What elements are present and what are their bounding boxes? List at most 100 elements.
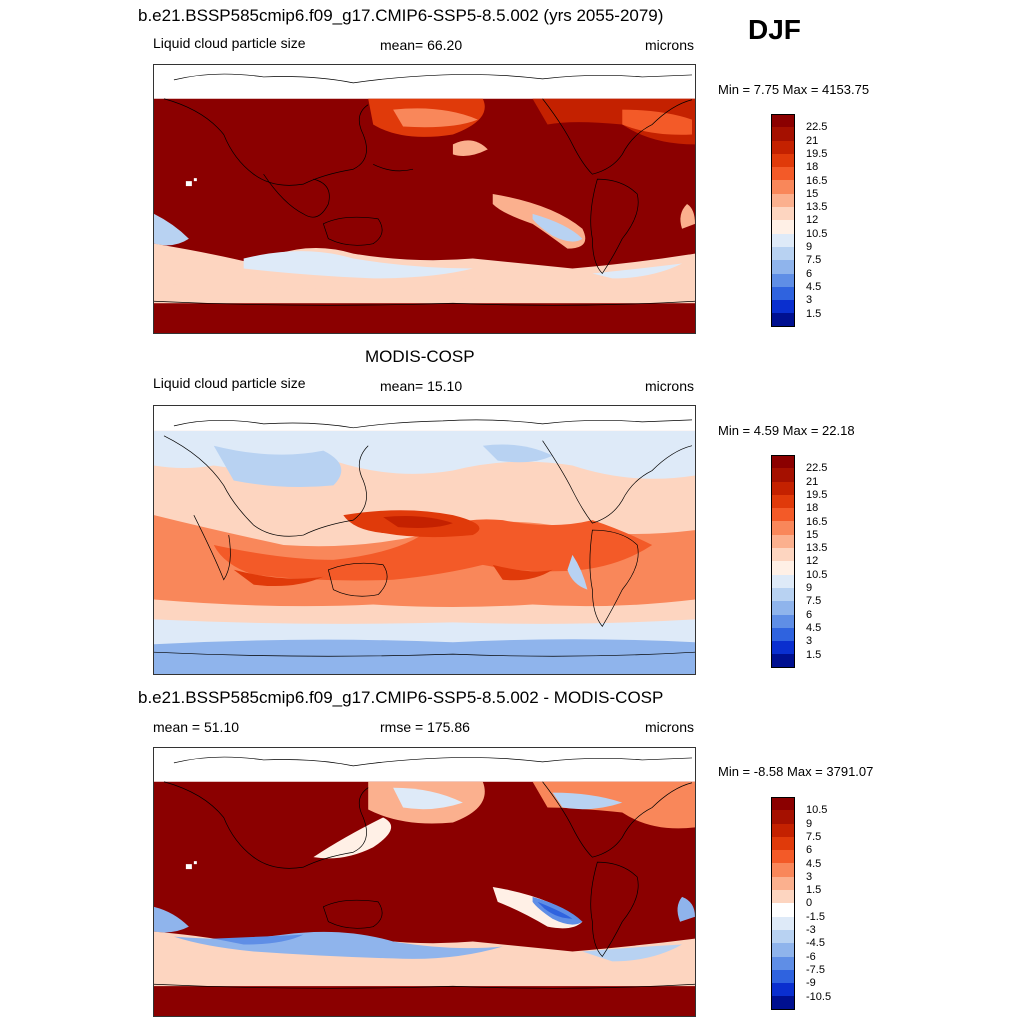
colorbar-tick-label: 3: [806, 870, 813, 883]
colorbar-tick-label: 3: [806, 294, 813, 307]
colorbar-tick-label: -9: [806, 977, 816, 990]
middle-mean-label: mean= 15.10: [380, 378, 463, 394]
colorbar-tick-label: 12: [806, 555, 819, 568]
colorbar-tick-label: 7.5: [806, 830, 822, 843]
colorbar-swatch: [771, 481, 795, 495]
colorbar-swatch: [771, 983, 795, 997]
colorbar-tick-label: 21: [806, 134, 819, 147]
colorbar-tick-label: 13.5: [806, 542, 828, 555]
colorbar-tick-label: 18: [806, 502, 819, 515]
colorbar-swatch: [771, 193, 795, 208]
bottom-units-label: microns: [645, 719, 695, 735]
colorbar-swatch: [771, 943, 795, 957]
colorbar-swatch: [771, 614, 795, 628]
colorbar-swatch: [771, 140, 795, 154]
middle-left-label: Liquid cloud particle size: [153, 375, 306, 391]
top-units-label: microns: [645, 37, 695, 53]
colorbar-swatch: [771, 969, 795, 984]
colorbar-tick-label: 1.5: [806, 884, 822, 897]
top-minmax-label: Min = 7.75 Max = 4153.75: [718, 82, 870, 97]
colorbar-swatch: [771, 300, 795, 314]
colorbar-tick-label: 3: [806, 635, 813, 648]
colorbar-tick-label: 19.5: [806, 147, 828, 160]
colorbar-tick-label: -1.5: [806, 910, 825, 923]
colorbar-tick-label: -3: [806, 924, 816, 936]
colorbar-swatch: [771, 587, 795, 602]
colorbar-swatch: [771, 574, 795, 588]
colorbar-tick-label: 18: [806, 161, 819, 174]
colorbar-swatch: [771, 220, 795, 234]
top-panel-title: b.e21.BSSP585cmip6.f09_g17.CMIP6-SSP5-8.…: [138, 6, 664, 25]
colorbar-swatch: [771, 246, 795, 261]
colorbar-swatch: [771, 890, 795, 904]
colorbar-swatch: [771, 863, 795, 877]
colorbar-swatch: [771, 127, 795, 141]
colorbar-tick-label: 0: [806, 897, 813, 910]
colorbar-tick-label: -4.5: [806, 937, 825, 950]
middle-map: [154, 406, 695, 674]
top-colorbar: [771, 114, 795, 327]
top-mean-label: mean= 66.20: [380, 37, 463, 53]
colorbar-swatch: [771, 561, 795, 575]
colorbar-swatch: [771, 508, 795, 522]
middle-panel-title: MODIS-COSP: [365, 347, 475, 366]
colorbar-swatch: [771, 850, 795, 864]
colorbar-swatch: [771, 207, 795, 221]
colorbar-swatch: [771, 167, 795, 181]
middle-map-panel: [153, 405, 696, 675]
colorbar-tick-label: 4.5: [806, 857, 822, 870]
colorbar-tick-label: -10.5: [806, 990, 832, 1003]
colorbar-tick-label: 9: [806, 241, 813, 253]
colorbar-tick-label: 6: [806, 608, 813, 621]
colorbar-swatch: [771, 153, 795, 168]
colorbar-tick-label: 16.5: [806, 174, 828, 187]
top-map: [154, 65, 695, 333]
colorbar-swatch: [771, 601, 795, 615]
colorbar-tick-label: 1.5: [806, 648, 822, 661]
colorbar-tick-label: 6: [806, 844, 813, 857]
colorbar-swatch: [771, 810, 795, 824]
colorbar-tick-label: -7.5: [806, 963, 825, 976]
colorbar-swatch: [771, 534, 795, 549]
colorbar-tick-label: 9: [806, 582, 813, 594]
colorbar-tick-label: 6: [806, 267, 813, 280]
top-left-label: Liquid cloud particle size: [153, 35, 306, 51]
bottom-colorbar: [771, 797, 795, 1010]
colorbar-swatch: [771, 273, 795, 287]
colorbar-swatch: [771, 313, 795, 327]
colorbar-tick-label: 13.5: [806, 201, 828, 214]
colorbar-swatch: [771, 996, 795, 1010]
colorbar-swatch: [771, 233, 795, 247]
colorbar-tick-label: 22.5: [806, 121, 828, 134]
bottom-map-panel: [153, 747, 696, 1017]
colorbar-swatch: [771, 286, 795, 301]
colorbar-swatch: [771, 455, 795, 469]
colorbar-swatch: [771, 548, 795, 562]
colorbar-tick-label: 19.5: [806, 488, 828, 501]
colorbar-tick-label: 7.5: [806, 595, 822, 608]
colorbar-swatch: [771, 494, 795, 509]
colorbar-tick-label: 4.5: [806, 621, 822, 634]
colorbar-tick-label: 22.5: [806, 462, 828, 475]
colorbar-swatch: [771, 823, 795, 837]
bottom-rmse-label: rmse = 175.86: [380, 719, 470, 735]
colorbar-swatch: [771, 836, 795, 851]
colorbar-swatch: [771, 929, 795, 944]
colorbar-swatch: [771, 876, 795, 891]
middle-units-label: microns: [645, 378, 695, 394]
bottom-mean-label: mean = 51.10: [153, 719, 240, 735]
colorbar-swatch: [771, 916, 795, 930]
colorbar-tick-label: 10.5: [806, 227, 828, 240]
colorbar-swatch: [771, 627, 795, 642]
colorbar-swatch: [771, 468, 795, 482]
middle-colorbar: [771, 455, 795, 668]
colorbar-swatch: [771, 654, 795, 668]
colorbar-tick-label: 12: [806, 214, 819, 227]
colorbar-swatch: [771, 903, 795, 917]
colorbar-tick-label: -6: [806, 950, 816, 963]
colorbar-tick-label: 10.5: [806, 568, 828, 581]
colorbar-swatch: [771, 521, 795, 535]
colorbar-swatch: [771, 180, 795, 194]
colorbar-tick-label: 7.5: [806, 254, 822, 267]
top-map-panel: [153, 64, 696, 334]
